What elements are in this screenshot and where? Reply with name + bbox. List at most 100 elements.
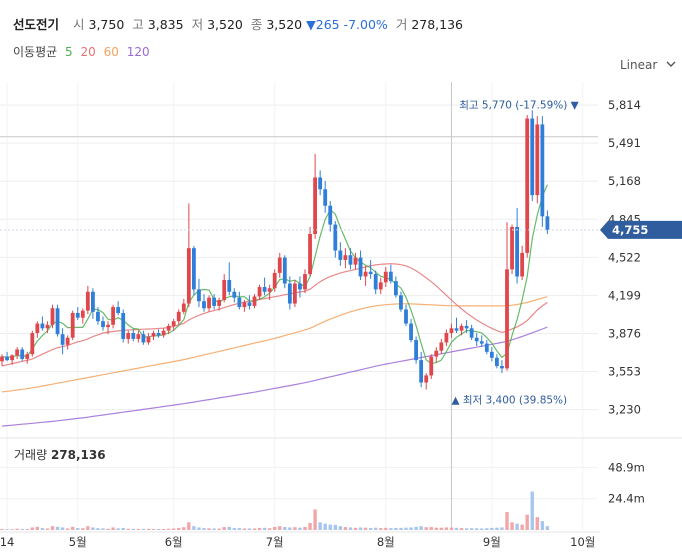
candle-body — [91, 291, 95, 312]
volume-bar — [71, 526, 75, 530]
y-tick-label: 5,814 — [608, 98, 641, 112]
volume-bar — [520, 524, 524, 530]
volume-bar — [10, 529, 14, 530]
candle-body — [308, 234, 312, 275]
volume-bar — [338, 526, 343, 530]
ma5-legend[interactable]: 5 — [65, 45, 73, 59]
candle-body — [489, 351, 494, 358]
candle-body — [383, 271, 388, 283]
volume-bar — [25, 529, 29, 530]
candle-body — [55, 308, 60, 335]
volume-bar — [20, 528, 24, 530]
volume-bar — [288, 527, 292, 530]
ma60-legend[interactable]: 60 — [103, 45, 119, 59]
y-tick-label: 4,199 — [608, 288, 641, 302]
volume-bar — [262, 527, 267, 530]
candle-body — [0, 356, 4, 362]
volume-bar — [505, 512, 509, 530]
candle-body — [419, 360, 424, 383]
volume-bar — [146, 528, 151, 530]
stock-name: 선도전기 — [13, 17, 60, 32]
candle-body — [404, 309, 408, 324]
volume-bar — [444, 527, 449, 530]
volume-bar — [242, 528, 247, 530]
y-tick-label: 3,553 — [608, 365, 641, 379]
candle-body — [298, 283, 302, 290]
volume-bar — [363, 527, 368, 530]
candle-body — [520, 252, 525, 277]
candle-body — [166, 325, 171, 331]
chart-header: 선도전기 시 3,750 고 3,835 저 3,520 종 3,520 ▼26… — [0, 0, 682, 80]
candle-body — [272, 272, 277, 289]
x-tick-label: 7월 — [266, 535, 284, 549]
candle-body — [484, 343, 489, 352]
y-tick-label: 3,876 — [608, 326, 641, 340]
candle-body — [373, 274, 378, 290]
candle-body — [75, 312, 80, 318]
volume-bar — [404, 527, 408, 530]
volume-bar — [394, 527, 398, 530]
low-value: 3,520 — [207, 17, 243, 32]
volume-bar — [30, 527, 34, 530]
candle-body — [358, 257, 363, 277]
volume-bar — [358, 527, 363, 530]
volume-bar — [469, 528, 474, 530]
candle-body — [40, 323, 45, 329]
change-percent: -7.00% — [343, 17, 388, 32]
y-tick-label: 4,522 — [608, 250, 641, 264]
candle-body — [202, 301, 206, 309]
volume-bar — [101, 528, 105, 530]
volume-bar — [273, 526, 277, 530]
candle-body — [439, 342, 444, 351]
candle-body — [535, 124, 540, 196]
candle-body — [247, 302, 252, 306]
volume-bar — [161, 528, 166, 530]
close-label: 종 — [250, 17, 263, 32]
y-tick-label: 5,168 — [608, 174, 641, 188]
current-price-label: 4,755 — [612, 223, 648, 237]
volume-bar — [540, 521, 545, 530]
volume-bar — [177, 527, 181, 530]
candle-body — [495, 357, 499, 367]
volume-bar — [510, 522, 514, 530]
price-summary: 선도전기 시 3,750 고 3,835 저 3,520 종 3,520 ▼26… — [13, 14, 463, 33]
volume-bar — [126, 528, 130, 530]
moving-average-label: 이동평균 — [13, 45, 58, 59]
volume-bar — [475, 528, 479, 530]
ma120-legend[interactable]: 120 — [126, 45, 150, 59]
candle-body — [353, 257, 358, 265]
volume-bar — [449, 527, 454, 530]
candle-body — [161, 330, 166, 336]
candle-body — [399, 295, 403, 310]
candle-body — [15, 349, 20, 356]
volume-bar — [308, 522, 312, 530]
candle-body — [126, 333, 131, 339]
candle-body — [207, 297, 211, 309]
volume-bar — [323, 523, 327, 530]
volume-bar — [368, 527, 373, 530]
candle-body — [409, 323, 413, 341]
ma120-line — [1, 326, 548, 427]
x-tick-label: 14 — [0, 535, 14, 549]
volume-bar — [136, 528, 141, 530]
volume-bar — [267, 528, 272, 530]
scale-selector[interactable]: Linear — [620, 58, 676, 72]
high-annotation: 최고 5,770 (-17.59%) ▼ — [459, 99, 579, 111]
candle-body — [111, 307, 115, 325]
volume-bar — [434, 527, 438, 530]
volume-bar — [485, 528, 489, 530]
x-tick-label: 9월 — [483, 535, 501, 549]
volume-bar — [151, 528, 156, 530]
candle-body — [469, 328, 474, 338]
volume-bar — [333, 524, 337, 530]
volume-bar — [389, 528, 393, 530]
volume-bar — [192, 526, 196, 530]
candle-body — [141, 334, 146, 343]
candle-body — [80, 310, 85, 318]
open-value: 3,750 — [88, 17, 125, 32]
candle-body — [242, 302, 247, 308]
ma20-legend[interactable]: 20 — [80, 45, 96, 59]
x-tick-label: 10월 — [570, 535, 595, 549]
volume-bar — [495, 527, 499, 530]
